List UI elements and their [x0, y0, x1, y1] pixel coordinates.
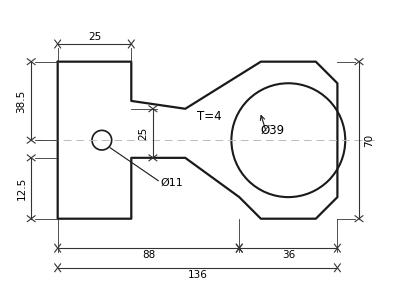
Text: 25: 25 [88, 32, 101, 42]
Text: 136: 136 [188, 270, 208, 280]
Text: T=4: T=4 [197, 110, 222, 123]
Text: 12.5: 12.5 [16, 177, 26, 200]
Text: Ø39: Ø39 [261, 124, 285, 137]
Text: 25: 25 [138, 127, 148, 140]
Text: 88: 88 [142, 250, 155, 260]
Text: 38.5: 38.5 [16, 89, 26, 112]
Text: 70: 70 [364, 134, 374, 147]
Text: 36: 36 [282, 250, 295, 260]
Text: Ø11: Ø11 [161, 177, 184, 188]
